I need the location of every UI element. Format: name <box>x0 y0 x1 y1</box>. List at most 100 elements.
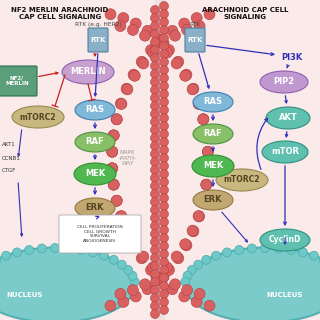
Ellipse shape <box>266 107 310 129</box>
Circle shape <box>159 74 169 83</box>
Circle shape <box>37 244 46 253</box>
Circle shape <box>194 288 205 300</box>
Circle shape <box>127 284 139 296</box>
Circle shape <box>150 205 159 214</box>
Circle shape <box>180 70 191 81</box>
Circle shape <box>107 163 118 174</box>
Text: PI3K: PI3K <box>281 53 303 62</box>
Text: RTK: RTK <box>187 37 203 43</box>
Circle shape <box>150 117 159 126</box>
Circle shape <box>181 277 190 286</box>
Circle shape <box>130 277 139 286</box>
Circle shape <box>150 5 159 14</box>
Text: mTOR: mTOR <box>271 148 299 156</box>
Circle shape <box>201 130 212 141</box>
Circle shape <box>25 245 34 254</box>
Circle shape <box>148 47 158 58</box>
Circle shape <box>170 30 180 41</box>
Circle shape <box>150 197 159 206</box>
Text: MAPK
-PATH-
WAY: MAPK -PATH- WAY <box>119 150 137 166</box>
Text: RTK: RTK <box>189 22 201 27</box>
Circle shape <box>148 262 158 273</box>
Circle shape <box>170 279 180 290</box>
Circle shape <box>286 245 295 254</box>
Circle shape <box>150 253 159 262</box>
Circle shape <box>159 202 169 211</box>
Circle shape <box>173 253 184 264</box>
Circle shape <box>138 251 149 262</box>
Ellipse shape <box>75 198 115 218</box>
Circle shape <box>202 255 211 264</box>
Circle shape <box>150 77 159 86</box>
Circle shape <box>127 24 139 36</box>
Circle shape <box>130 291 141 302</box>
Circle shape <box>159 146 169 155</box>
Circle shape <box>193 99 204 109</box>
Circle shape <box>159 162 169 171</box>
Circle shape <box>100 251 108 260</box>
Circle shape <box>159 186 169 195</box>
Circle shape <box>124 266 133 275</box>
Ellipse shape <box>193 190 233 210</box>
Circle shape <box>128 271 137 280</box>
Circle shape <box>146 265 156 276</box>
Circle shape <box>222 248 232 257</box>
Circle shape <box>181 240 192 251</box>
Circle shape <box>159 66 169 75</box>
Text: CTGF: CTGF <box>2 169 16 173</box>
Circle shape <box>159 274 169 283</box>
Circle shape <box>159 42 169 51</box>
Circle shape <box>136 56 147 67</box>
Circle shape <box>150 21 159 30</box>
Circle shape <box>150 13 159 22</box>
Circle shape <box>116 98 126 109</box>
Circle shape <box>109 255 118 264</box>
Circle shape <box>107 146 118 157</box>
FancyBboxPatch shape <box>0 66 37 96</box>
Circle shape <box>150 141 159 150</box>
Circle shape <box>150 285 159 294</box>
Circle shape <box>309 251 318 260</box>
Circle shape <box>121 226 132 237</box>
Circle shape <box>181 284 193 296</box>
Circle shape <box>159 2 169 11</box>
Circle shape <box>159 226 169 235</box>
Circle shape <box>150 165 159 174</box>
Circle shape <box>159 26 169 35</box>
Circle shape <box>129 70 140 81</box>
Circle shape <box>150 173 159 182</box>
Circle shape <box>116 211 126 222</box>
Circle shape <box>150 149 159 158</box>
Circle shape <box>187 84 198 95</box>
Ellipse shape <box>193 124 233 144</box>
Circle shape <box>150 85 159 94</box>
Circle shape <box>173 56 184 67</box>
Circle shape <box>201 179 212 190</box>
Circle shape <box>151 271 162 282</box>
Text: RAS: RAS <box>204 98 222 107</box>
Circle shape <box>179 291 190 302</box>
Circle shape <box>299 248 308 257</box>
Circle shape <box>150 93 159 102</box>
Text: NUCLEUS: NUCLEUS <box>267 292 303 298</box>
Circle shape <box>150 69 159 78</box>
Text: PIP2: PIP2 <box>273 77 295 86</box>
Ellipse shape <box>262 141 308 163</box>
Circle shape <box>247 244 256 253</box>
Circle shape <box>159 258 169 267</box>
Circle shape <box>0 255 1 264</box>
Circle shape <box>194 98 204 109</box>
Circle shape <box>204 9 215 20</box>
Circle shape <box>164 44 174 55</box>
Circle shape <box>204 300 215 311</box>
Circle shape <box>167 284 178 295</box>
Circle shape <box>198 195 209 206</box>
Text: ERK: ERK <box>204 196 222 204</box>
Circle shape <box>159 58 169 67</box>
Circle shape <box>159 298 169 307</box>
Text: MEK: MEK <box>85 170 105 179</box>
Circle shape <box>167 25 178 36</box>
Circle shape <box>201 130 212 141</box>
Circle shape <box>108 179 119 190</box>
Circle shape <box>151 38 162 49</box>
